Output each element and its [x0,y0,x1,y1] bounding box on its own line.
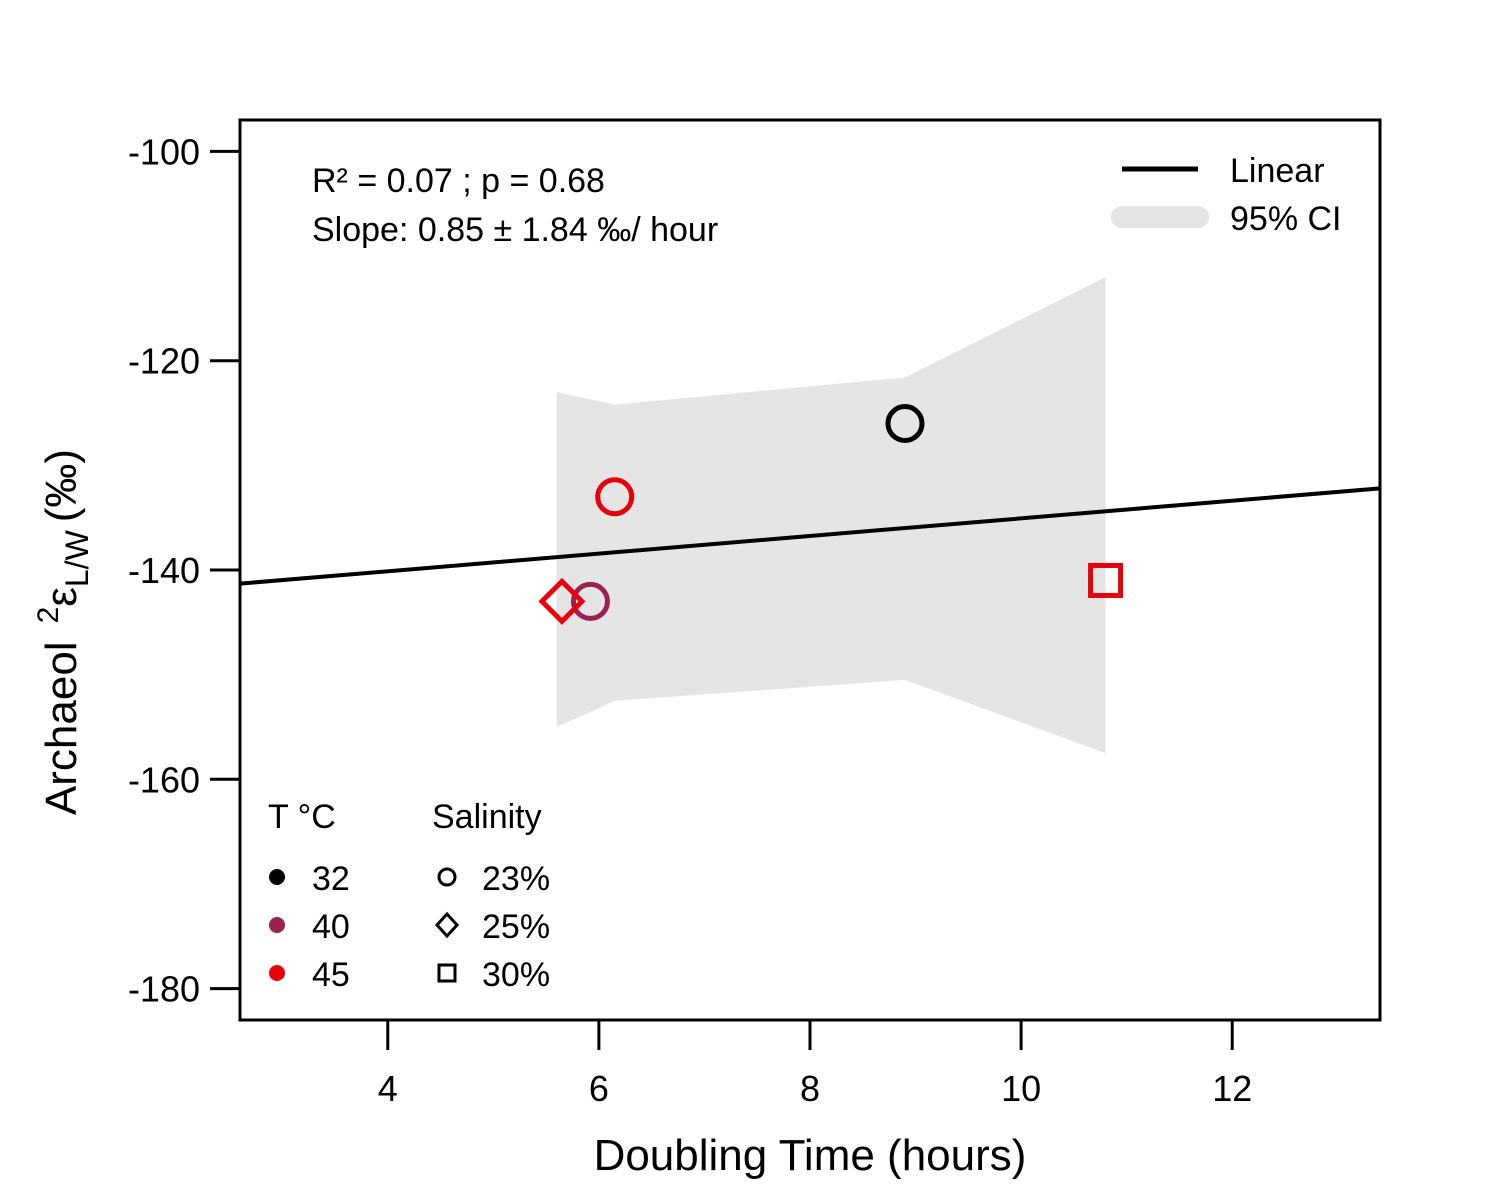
legend-salinity-23-label: 23% [482,860,550,898]
y-tick-label: -180 [128,969,200,1010]
x-axis: 4 6 8 10 12 [378,1018,1252,1109]
y-axis-title-subscript: L/W [59,529,95,587]
y-tick-label: -100 [128,131,200,172]
legend-temp-32-marker [269,869,285,885]
legend-salinity-23-marker [437,867,457,887]
y-tick-label: -140 [128,550,200,591]
x-tick-label: 10 [1001,1068,1041,1109]
legend-salinity-30-label: 30% [482,956,550,994]
fit-line-layer [239,486,1381,586]
x-tick-label: 12 [1212,1068,1252,1109]
fit-legend: Linear 95% CI [1111,152,1342,238]
fit-line [239,486,1381,586]
data-point [595,477,635,517]
legend-ci-label: 95% CI [1230,200,1342,238]
y-tick-label: -120 [128,341,200,382]
temperature-legend-title: T °C [268,798,336,836]
data-point [538,577,586,625]
data-point [1088,562,1124,598]
x-tick-label: 4 [378,1068,398,1109]
legend-temp-32-label: 32 [312,860,350,898]
legend-linear-label: Linear [1230,152,1325,190]
legend-salinity-25-marker [434,911,460,939]
x-tick-label: 8 [800,1068,820,1109]
y-axis-title-prefix: Archaeol [37,641,86,815]
legend-temp-40-marker [269,917,285,933]
data-points-layer [538,403,1124,625]
y-axis-title: Archaeol 2εL/W (‰) [32,449,95,815]
legend-salinity-25-label: 25% [482,908,550,946]
x-tick-label: 6 [589,1068,609,1109]
y-axis-title-symbol: ε [37,587,86,607]
legend-temp-45-label: 45 [312,956,350,994]
temperature-legend: T °C 32 40 45 [268,798,350,994]
legend-temp-40-label: 40 [312,908,350,946]
x-axis-title: Doubling Time (hours) [594,1131,1027,1180]
y-axis: -100 -120 -140 -160 -180 [128,131,242,1010]
data-point [570,581,610,621]
y-axis-title-unit: (‰) [37,449,86,522]
legend-salinity-30-marker [437,963,457,983]
y-axis-title-superscript: 2 [32,607,65,624]
ci-band-layer [556,276,1106,754]
data-point [885,403,925,443]
legend-temp-45-marker [269,965,285,981]
salinity-legend: Salinity 23% 25% 30% [432,798,550,994]
stats-annotation-line2: Slope: 0.85 ± 1.84 ‰/ hour [312,211,718,249]
stats-annotation-line1: R² = 0.07 ; p = 0.68 [312,162,605,200]
y-tick-label: -160 [128,759,200,800]
salinity-legend-title: Salinity [432,798,542,836]
ci-band [556,276,1106,754]
